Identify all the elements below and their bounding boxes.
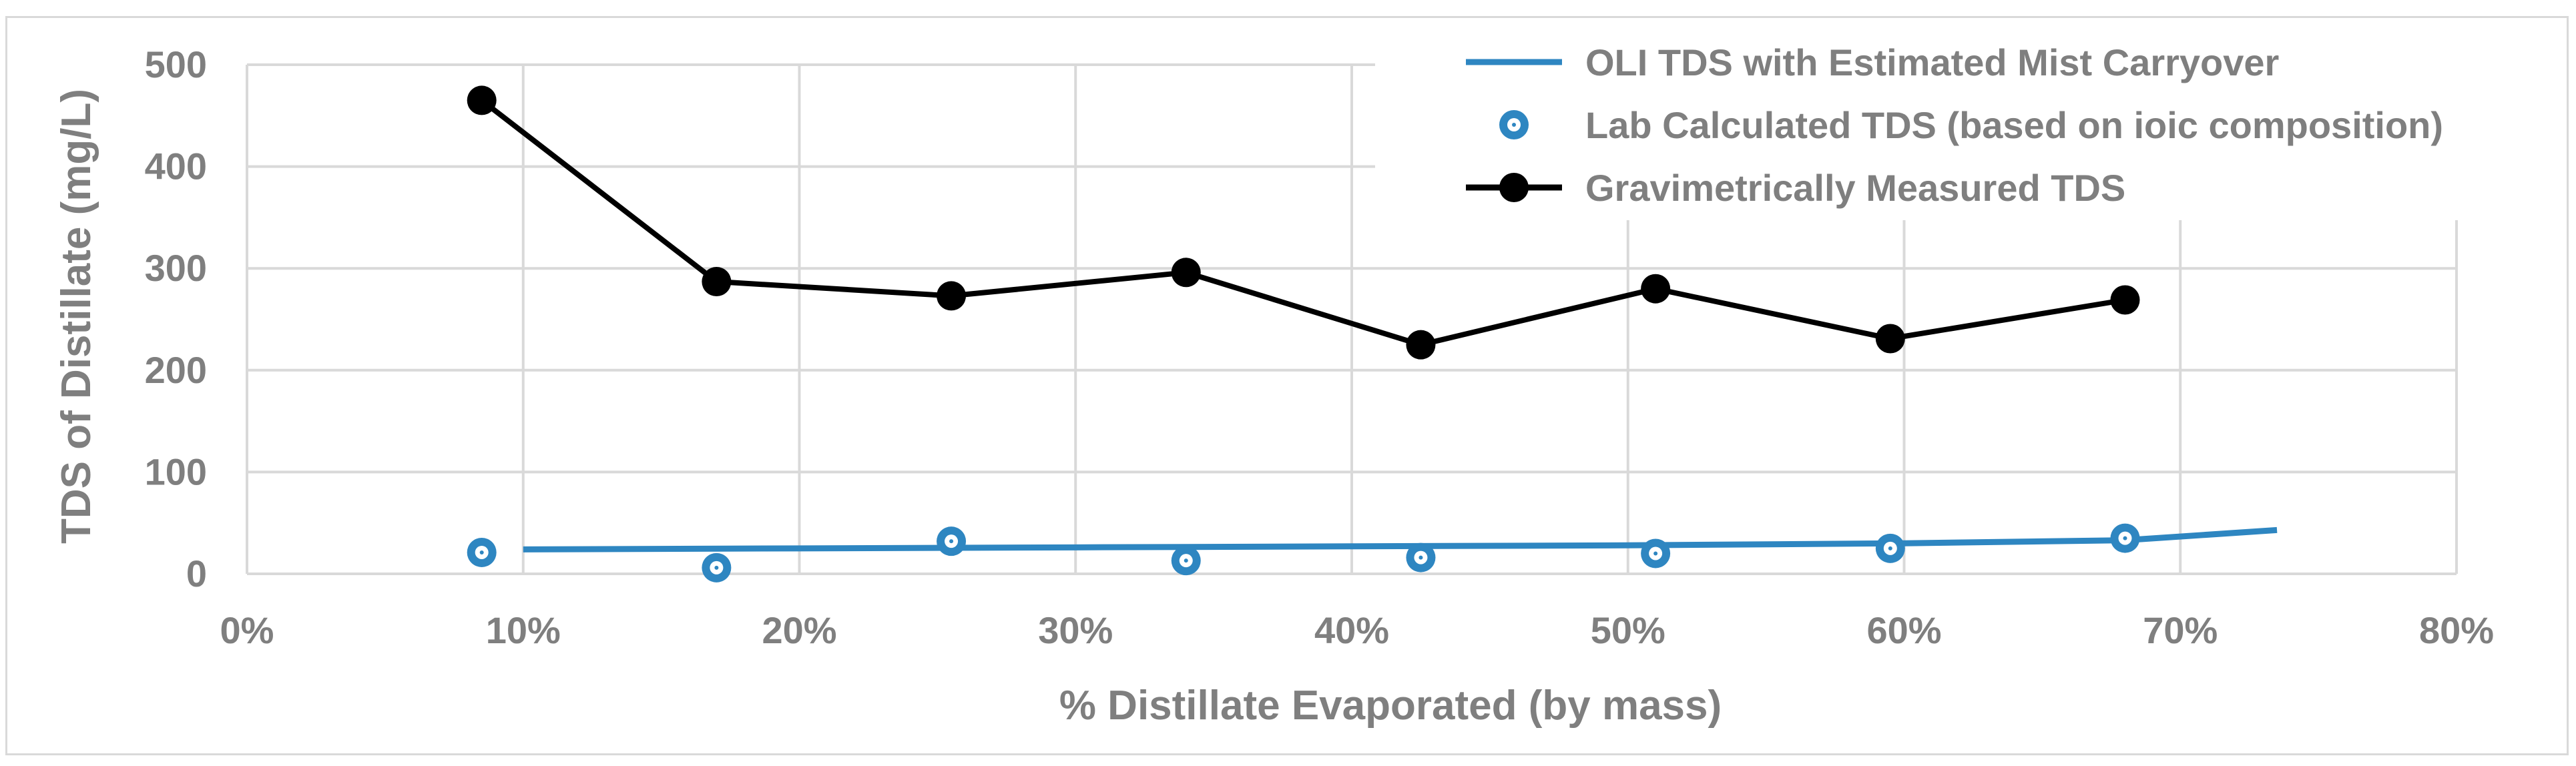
x-tick-label: 0% — [220, 609, 274, 651]
series-line — [480, 98, 2126, 348]
data-point-center — [1888, 546, 1892, 550]
y-tick-label: 100 — [145, 450, 207, 492]
x-tick-label: 80% — [2419, 609, 2494, 651]
x-tick-label: 40% — [1314, 609, 1389, 651]
legend-item-1: Lab Calculated TDS (based on ioic compos… — [1499, 104, 2443, 146]
x-tick-label: 60% — [1866, 609, 1941, 651]
y-tick-label: 500 — [145, 43, 207, 85]
data-point-center — [949, 539, 954, 544]
x-tick-label: 30% — [1038, 609, 1113, 651]
data-point — [467, 85, 497, 115]
y-tick-label: 400 — [145, 145, 207, 187]
data-point-center — [479, 550, 484, 554]
data-point-center — [1419, 555, 1423, 560]
data-point-center — [1653, 551, 1658, 556]
series-2 — [467, 85, 2140, 360]
data-point-center — [2123, 536, 2127, 540]
legend-label: Lab Calculated TDS (based on ioic compos… — [1585, 104, 2443, 146]
data-point — [702, 267, 732, 297]
x-tick-label: 50% — [1591, 609, 1665, 651]
series-0 — [523, 526, 2278, 552]
data-point — [2110, 285, 2140, 315]
legend-marker-center — [1512, 123, 1516, 127]
data-point — [937, 281, 967, 311]
legend-label: OLI TDS with Estimated Mist Carryover — [1585, 41, 2279, 83]
x-tick-label: 70% — [2143, 609, 2218, 651]
y-axis-tick-labels: 0 100 200 300 400 500 — [145, 43, 207, 595]
data-point — [1406, 330, 1436, 360]
legend-label: Gravimetrically Measured TDS — [1585, 167, 2125, 209]
y-tick-label: 200 — [145, 349, 207, 391]
y-axis-title: TDS of Distillate (mg/L) — [53, 89, 99, 544]
data-point — [1171, 258, 1201, 288]
legend-item-2: Gravimetrically Measured TDS — [1466, 167, 2125, 209]
data-point — [1641, 274, 1671, 304]
data-point — [1875, 324, 1905, 354]
y-tick-label: 300 — [145, 247, 207, 289]
x-tick-label: 10% — [486, 609, 561, 651]
series-line — [523, 526, 2278, 552]
y-tick-label: 0 — [186, 552, 207, 595]
legend: OLI TDS with Estimated Mist Carryover Lab… — [1466, 41, 2443, 209]
x-axis-tick-labels: 0% 10% 20% 30% 40% 50% 60% 70% 80% — [220, 609, 2495, 651]
series-1 — [467, 523, 2140, 583]
x-tick-label: 20% — [762, 609, 836, 651]
series-layer — [467, 85, 2278, 583]
data-point-center — [1184, 558, 1188, 563]
x-axis-title: % Distillate Evaporated (by mass) — [1059, 683, 1722, 729]
legend-marker-symbol — [1499, 173, 1529, 202]
legend-item-0: OLI TDS with Estimated Mist Carryover — [1466, 41, 2279, 83]
data-point-center — [714, 565, 719, 570]
